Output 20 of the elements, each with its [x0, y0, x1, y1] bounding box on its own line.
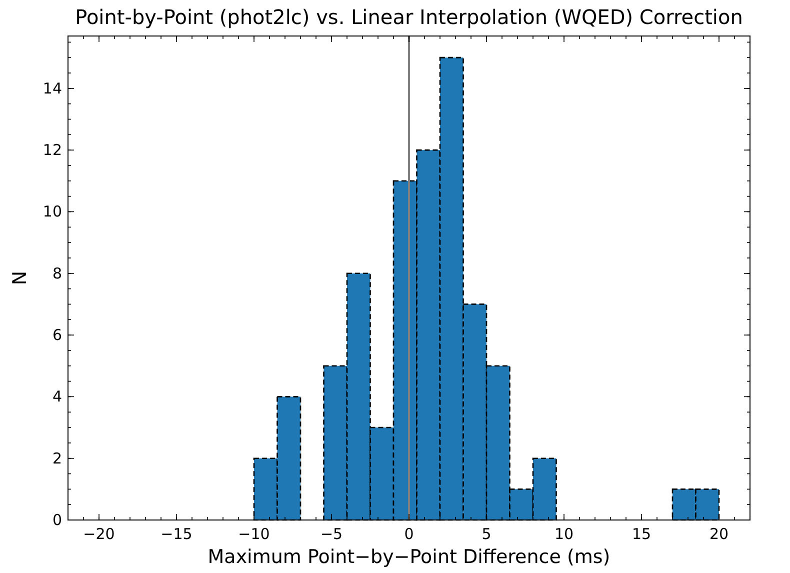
- y-tick-label: 10: [42, 202, 62, 221]
- x-tick-label: −15: [160, 525, 192, 543]
- y-tick-label: 8: [52, 264, 62, 282]
- x-tick-label: −10: [238, 525, 270, 543]
- y-tick-label: 12: [42, 141, 62, 160]
- y-tick-label: 6: [52, 326, 62, 344]
- y-axis-title: N: [9, 270, 31, 286]
- y-tick-label: 2: [52, 449, 62, 468]
- x-tick-label: −5: [320, 525, 343, 543]
- y-tick-label: 4: [52, 388, 62, 406]
- x-tick-label: −20: [83, 525, 115, 543]
- x-tick-label: 15: [632, 525, 652, 543]
- y-tick-label: 14: [42, 79, 62, 98]
- x-tick-label: 5: [482, 525, 492, 543]
- y-tick-label: 0: [52, 511, 62, 529]
- chart-title: Point-by-Point (phot2lc) vs. Linear Interpolation (WQED) Correction: [75, 5, 743, 29]
- x-axis-title: Maximum Point−by−Point Difference (ms): [208, 546, 610, 568]
- x-tick-label: 0: [404, 525, 414, 543]
- x-tick-label: 20: [709, 525, 729, 543]
- x-tick-label: 10: [554, 525, 574, 543]
